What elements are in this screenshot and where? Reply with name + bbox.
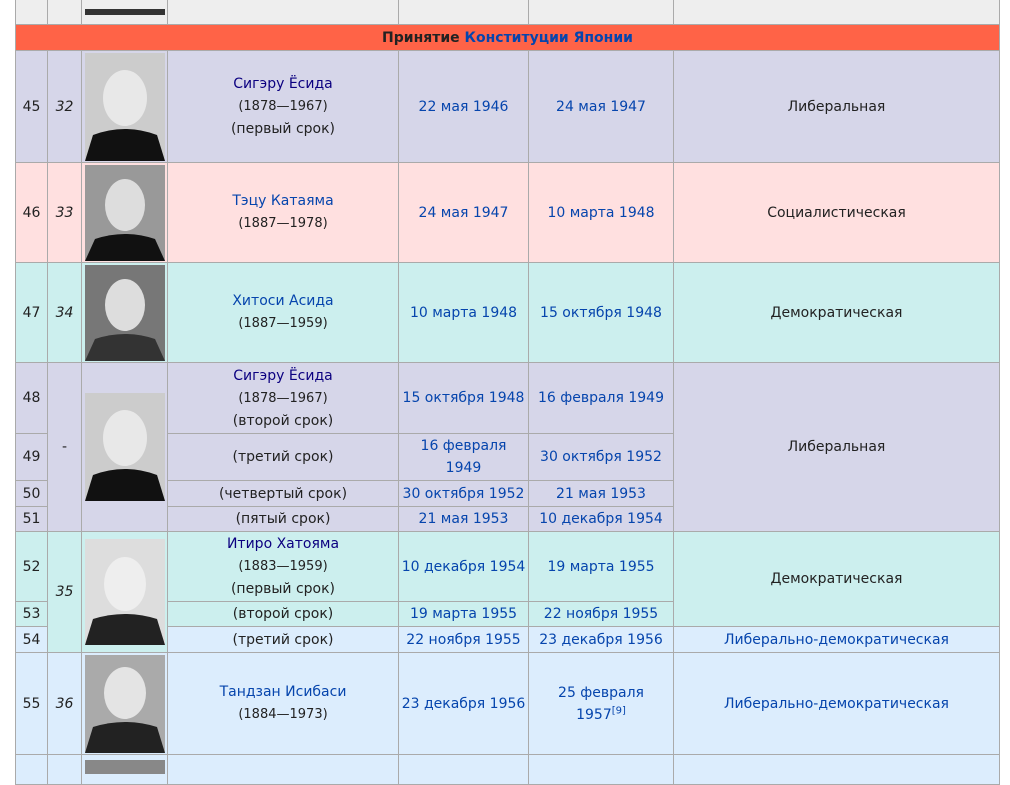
row-number: 48 <box>15 362 48 434</box>
row-number: 46 <box>15 162 48 263</box>
table-row <box>15 754 1000 785</box>
table-row: 46 33 Тэцу Катаяма (1887—1978) 24 мая 194… <box>15 162 1000 263</box>
pm-order: 36 <box>47 652 82 755</box>
row-number: 50 <box>15 480 48 507</box>
life-years: (1878—1967) <box>238 99 328 114</box>
pm-order: 35 <box>47 531 82 653</box>
row-number: 45 <box>15 50 48 163</box>
life-years: (1884—1973) <box>238 707 328 722</box>
header-text: Принятие <box>382 29 465 46</box>
term-label: (третий срок) <box>167 626 399 653</box>
section-header: Принятие Конституции Японии <box>15 24 1000 51</box>
end-date-link[interactable]: 22 ноября 1955 <box>543 606 659 622</box>
table-row: 52 35 Итиро Хатояма (1883—1959) (первый ср… <box>15 531 1000 653</box>
pm-name-link[interactable]: Сигэру Ёсида <box>233 76 333 92</box>
portrait-photo[interactable] <box>84 164 165 261</box>
table-row: 49 (третий срок) 16 февраля 1949 30 октя… <box>15 433 1000 481</box>
start-date-link[interactable]: 24 мая 1947 <box>418 204 509 221</box>
life-years: (1878—1967) <box>238 390 328 406</box>
term-label: (третий срок) <box>167 433 399 481</box>
table-row <box>15 0 1000 25</box>
portrait-photo[interactable] <box>84 52 165 161</box>
start-date-link[interactable]: 16 февраля 1949 <box>420 438 507 476</box>
party: Социалистическая <box>673 162 1000 263</box>
party: Либеральная <box>673 362 1000 532</box>
end-date-link[interactable]: 30 октября 1952 <box>540 449 662 465</box>
pm-name-link[interactable]: Тандзан Исибаси <box>219 684 347 700</box>
pm-order: 32 <box>47 50 82 163</box>
life-years: (1887—1959) <box>238 316 328 331</box>
start-date-link[interactable]: 10 марта 1948 <box>409 304 518 321</box>
end-date-link[interactable]: 25 февраля 1957 <box>558 684 644 723</box>
constitution-link[interactable]: Конституции Японии <box>464 29 633 46</box>
party: Демократическая <box>673 531 1000 627</box>
pm-name-link[interactable]: Итиро Хатояма <box>226 536 340 552</box>
party: Либеральная <box>673 50 1000 163</box>
pm-order: 33 <box>47 162 82 263</box>
table-row: 47 34 Хитоси Асида (1887—1959) 10 марта 1… <box>15 262 1000 363</box>
start-date-link[interactable]: 15 октября 1948 <box>402 390 525 406</box>
portrait-photo[interactable] <box>84 760 165 774</box>
section-header-row: Принятие Конституции Японии <box>15 24 1000 51</box>
life-years: (1883—1959) <box>238 559 328 574</box>
term-label: (второй срок) <box>232 412 334 429</box>
start-date-link[interactable]: 19 марта 1955 <box>409 606 518 622</box>
row-number: 51 <box>15 506 48 532</box>
party: Демократическая <box>673 262 1000 363</box>
start-date-link[interactable]: 30 октября 1952 <box>402 485 525 502</box>
row-number: 53 <box>15 601 48 627</box>
pm-name-link[interactable]: Сигэру Ёсида <box>233 367 333 384</box>
term-label: (второй срок) <box>167 601 399 627</box>
portrait-photo[interactable] <box>84 393 165 501</box>
end-date-link[interactable]: 15 октября 1948 <box>540 304 662 321</box>
end-date-link[interactable]: 10 декабря 1954 <box>539 511 663 527</box>
row-number: 49 <box>15 433 48 481</box>
row-number: 55 <box>15 652 48 755</box>
portrait-photo[interactable] <box>84 264 165 361</box>
portrait-photo[interactable] <box>84 539 165 645</box>
end-date-link[interactable]: 16 февраля 1949 <box>537 390 664 406</box>
table-row: 45 32 Сигэру Ёсида (1878—1967) (первый сро… <box>15 50 1000 163</box>
start-date-link[interactable]: 22 ноября 1955 <box>406 631 521 648</box>
portrait-photo[interactable] <box>84 9 165 15</box>
table-row: 48 - Сигэру Ёсида (1878—1967) (второй срок… <box>15 362 1000 532</box>
term-label: (первый срок) <box>230 581 336 597</box>
party-link[interactable]: Либерально-демократическая <box>724 631 949 648</box>
end-date-link[interactable]: 21 мая 1953 <box>556 485 646 502</box>
start-date-link[interactable]: 21 мая 1953 <box>418 511 509 527</box>
pm-name-link[interactable]: Тэцу Катаяма <box>232 193 334 209</box>
reference-link[interactable]: [9] <box>611 704 626 716</box>
end-date-link[interactable]: 23 декабря 1956 <box>539 631 663 648</box>
row-number: 47 <box>15 262 48 363</box>
end-date-link[interactable]: 24 мая 1947 <box>556 98 646 115</box>
table-row: 55 36 Тандзан Исибаси (1884—1973) 23 дека… <box>15 652 1000 755</box>
prime-ministers-table: Принятие Конституции Японии 45 32 Сигэру… <box>15 0 1000 785</box>
start-date-link[interactable]: 22 мая 1946 <box>418 98 509 115</box>
row-number: 54 <box>15 626 48 653</box>
term-label: (первый срок) <box>230 121 336 137</box>
pm-order: - <box>47 362 82 532</box>
term-label: (пятый срок) <box>167 506 399 532</box>
start-date-link[interactable]: 10 декабря 1954 <box>401 558 526 575</box>
party-link[interactable]: Либерально-демократическая <box>724 695 949 712</box>
table-row: 54 (третий срок) 22 ноября 1955 23 декаб… <box>15 626 1000 653</box>
portrait-photo[interactable] <box>84 654 165 753</box>
row-number: 52 <box>15 531 48 602</box>
life-years: (1887—1978) <box>238 216 328 231</box>
end-date-link[interactable]: 10 марта 1948 <box>547 204 655 221</box>
start-date-link[interactable]: 23 декабря 1956 <box>401 695 526 712</box>
pm-name-link[interactable]: Хитоси Асида <box>232 293 334 309</box>
end-date-link[interactable]: 19 марта 1955 <box>547 558 655 575</box>
term-label: (четвертый срок) <box>167 480 399 507</box>
pm-order: 34 <box>47 262 82 363</box>
